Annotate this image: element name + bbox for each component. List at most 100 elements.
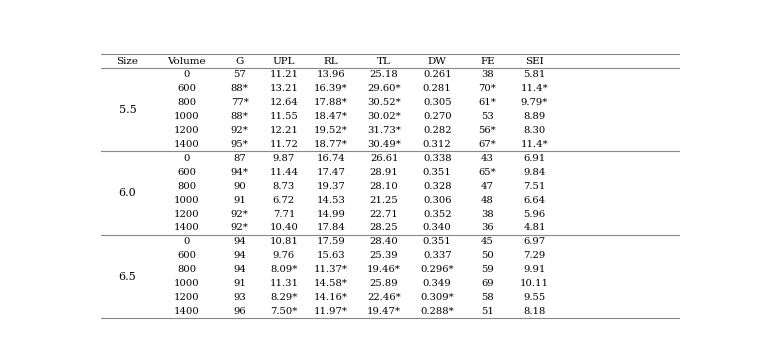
- Text: 11.97*: 11.97*: [314, 307, 348, 316]
- Text: 28.40: 28.40: [370, 237, 399, 246]
- Text: 22.46*: 22.46*: [368, 293, 401, 302]
- Text: 9.91: 9.91: [524, 265, 546, 274]
- Text: 0.328: 0.328: [423, 182, 451, 191]
- Text: 11.37*: 11.37*: [314, 265, 348, 274]
- Text: 10.11: 10.11: [520, 279, 549, 288]
- Text: 61*: 61*: [479, 98, 496, 107]
- Text: 0.282: 0.282: [423, 126, 451, 135]
- Text: 0.338: 0.338: [423, 154, 451, 163]
- Text: 1400: 1400: [174, 140, 199, 149]
- Text: 6.0: 6.0: [119, 188, 136, 198]
- Text: 30.02*: 30.02*: [368, 112, 401, 121]
- Text: 11.4*: 11.4*: [521, 140, 549, 149]
- Text: 19.47*: 19.47*: [367, 307, 401, 316]
- Text: 19.52*: 19.52*: [314, 126, 348, 135]
- Text: SEI: SEI: [525, 57, 544, 66]
- Text: 94: 94: [233, 265, 246, 274]
- Text: 13.21: 13.21: [269, 84, 298, 93]
- Text: 17.59: 17.59: [317, 237, 345, 246]
- Text: 10.81: 10.81: [269, 237, 298, 246]
- Text: 93: 93: [233, 293, 246, 302]
- Text: 28.10: 28.10: [370, 182, 399, 191]
- Text: 47: 47: [481, 182, 494, 191]
- Text: 11.44: 11.44: [269, 168, 298, 177]
- Text: 0.351: 0.351: [423, 237, 451, 246]
- Text: 59: 59: [481, 265, 494, 274]
- Text: 25.89: 25.89: [370, 279, 399, 288]
- Text: 0.270: 0.270: [423, 112, 451, 121]
- Text: 30.49*: 30.49*: [367, 140, 401, 149]
- Text: 8.89: 8.89: [524, 112, 546, 121]
- Text: G: G: [235, 57, 244, 66]
- Text: 9.87: 9.87: [272, 154, 295, 163]
- Text: 7.29: 7.29: [524, 251, 546, 260]
- Text: 67*: 67*: [479, 140, 496, 149]
- Text: 0.296*: 0.296*: [420, 265, 454, 274]
- Text: 26.61: 26.61: [370, 154, 398, 163]
- Text: 9.76: 9.76: [272, 251, 295, 260]
- Text: 800: 800: [177, 265, 196, 274]
- Text: 92*: 92*: [231, 223, 249, 232]
- Text: 36: 36: [481, 223, 494, 232]
- Text: 7.50*: 7.50*: [270, 307, 298, 316]
- Text: 0: 0: [183, 154, 189, 163]
- Text: 88*: 88*: [231, 112, 249, 121]
- Text: 6.97: 6.97: [524, 237, 546, 246]
- Text: 12.64: 12.64: [269, 98, 298, 107]
- Text: 8.18: 8.18: [524, 307, 546, 316]
- Text: 11.55: 11.55: [269, 112, 298, 121]
- Text: 94: 94: [233, 237, 246, 246]
- Text: 1000: 1000: [174, 112, 199, 121]
- Text: 8.29*: 8.29*: [270, 293, 298, 302]
- Text: 1200: 1200: [174, 209, 199, 219]
- Text: Size: Size: [116, 57, 139, 66]
- Text: 600: 600: [177, 84, 196, 93]
- Text: 0.351: 0.351: [423, 168, 451, 177]
- Text: 5.96: 5.96: [524, 209, 546, 219]
- Text: 48: 48: [481, 196, 494, 205]
- Text: 21.25: 21.25: [370, 196, 399, 205]
- Text: 0.340: 0.340: [423, 223, 451, 232]
- Text: 1200: 1200: [174, 293, 199, 302]
- Text: 7.51: 7.51: [524, 182, 546, 191]
- Text: 94: 94: [233, 251, 246, 260]
- Text: 31.73*: 31.73*: [367, 126, 401, 135]
- Text: 6.72: 6.72: [272, 196, 295, 205]
- Text: 95*: 95*: [231, 140, 249, 149]
- Text: 45: 45: [481, 237, 494, 246]
- Text: FE: FE: [480, 57, 495, 66]
- Text: 92*: 92*: [231, 126, 249, 135]
- Text: UPL: UPL: [272, 57, 295, 66]
- Text: 28.25: 28.25: [370, 223, 399, 232]
- Text: 5.5: 5.5: [119, 105, 136, 115]
- Text: Volume: Volume: [167, 57, 206, 66]
- Text: TL: TL: [377, 57, 391, 66]
- Text: 25.39: 25.39: [370, 251, 399, 260]
- Text: 8.30: 8.30: [524, 126, 546, 135]
- Text: 800: 800: [177, 182, 196, 191]
- Text: 38: 38: [481, 71, 494, 79]
- Text: 15.63: 15.63: [317, 251, 345, 260]
- Text: 0.281: 0.281: [423, 84, 451, 93]
- Text: 87: 87: [233, 154, 246, 163]
- Text: 56*: 56*: [479, 126, 496, 135]
- Text: 0.312: 0.312: [423, 140, 451, 149]
- Text: 19.37: 19.37: [317, 182, 345, 191]
- Text: 9.84: 9.84: [524, 168, 546, 177]
- Text: 38: 38: [481, 209, 494, 219]
- Text: 96: 96: [234, 307, 246, 316]
- Text: 18.47*: 18.47*: [314, 112, 348, 121]
- Text: 17.84: 17.84: [317, 223, 345, 232]
- Text: 11.72: 11.72: [269, 140, 298, 149]
- Text: 9.55: 9.55: [524, 293, 546, 302]
- Text: 91: 91: [233, 279, 246, 288]
- Text: 92*: 92*: [231, 209, 249, 219]
- Text: 57: 57: [233, 71, 246, 79]
- Text: 1000: 1000: [174, 279, 199, 288]
- Text: 11.31: 11.31: [269, 279, 298, 288]
- Text: 88*: 88*: [231, 84, 249, 93]
- Text: 0.261: 0.261: [423, 71, 451, 79]
- Text: 17.47: 17.47: [317, 168, 345, 177]
- Text: 58: 58: [481, 293, 494, 302]
- Text: 9.79*: 9.79*: [521, 98, 548, 107]
